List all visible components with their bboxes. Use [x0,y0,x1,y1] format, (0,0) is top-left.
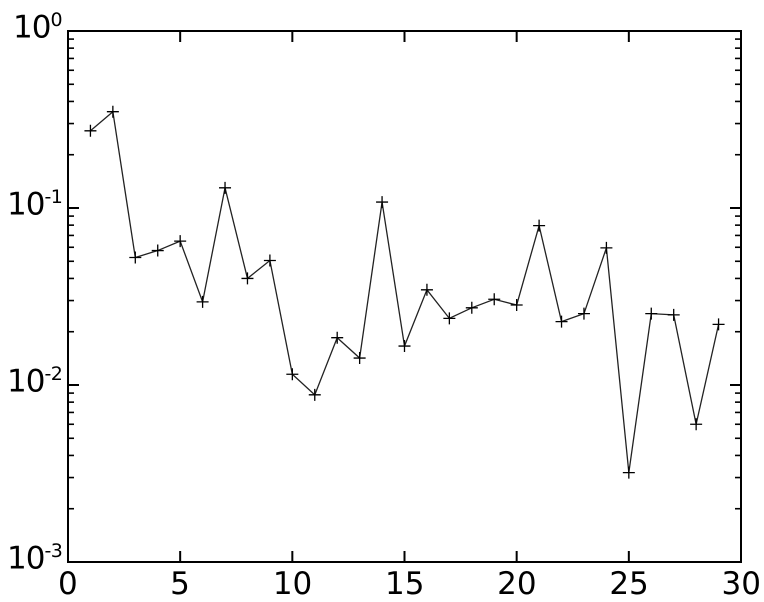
axes-frame [67,30,742,563]
data-series-line [90,110,720,473]
y-tick-label--3: 10-3 [7,540,63,577]
y-tick-label--2: 10-2 [7,363,63,400]
x-tick-label-20: 20 [497,566,537,602]
data-point-markers [84,105,725,479]
y-axis-ticks [68,30,741,563]
y-tick-mantissa: 10 [7,363,45,400]
x-tick-label-5: 5 [170,566,190,602]
y-tick-mantissa: 10 [7,186,45,223]
y-tick-label--1: 10-1 [7,186,63,223]
x-tick-label-30: 30 [721,566,761,602]
y-tick-mantissa: 10 [7,540,45,577]
y-tick-label-0: 100 [13,9,63,46]
x-tick-label-15: 15 [385,566,425,602]
y-tick-mantissa: 10 [13,9,51,46]
x-tick-label-0: 0 [58,566,78,602]
y-tick-exponent: -3 [44,540,63,562]
x-tick-label-10: 10 [272,566,313,602]
y-tick-exponent: 0 [50,9,63,31]
y-tick-exponent: -1 [44,186,63,208]
x-axis-ticks [67,31,742,562]
x-tick-label-25: 25 [609,566,649,602]
y-tick-exponent: -2 [44,363,63,385]
